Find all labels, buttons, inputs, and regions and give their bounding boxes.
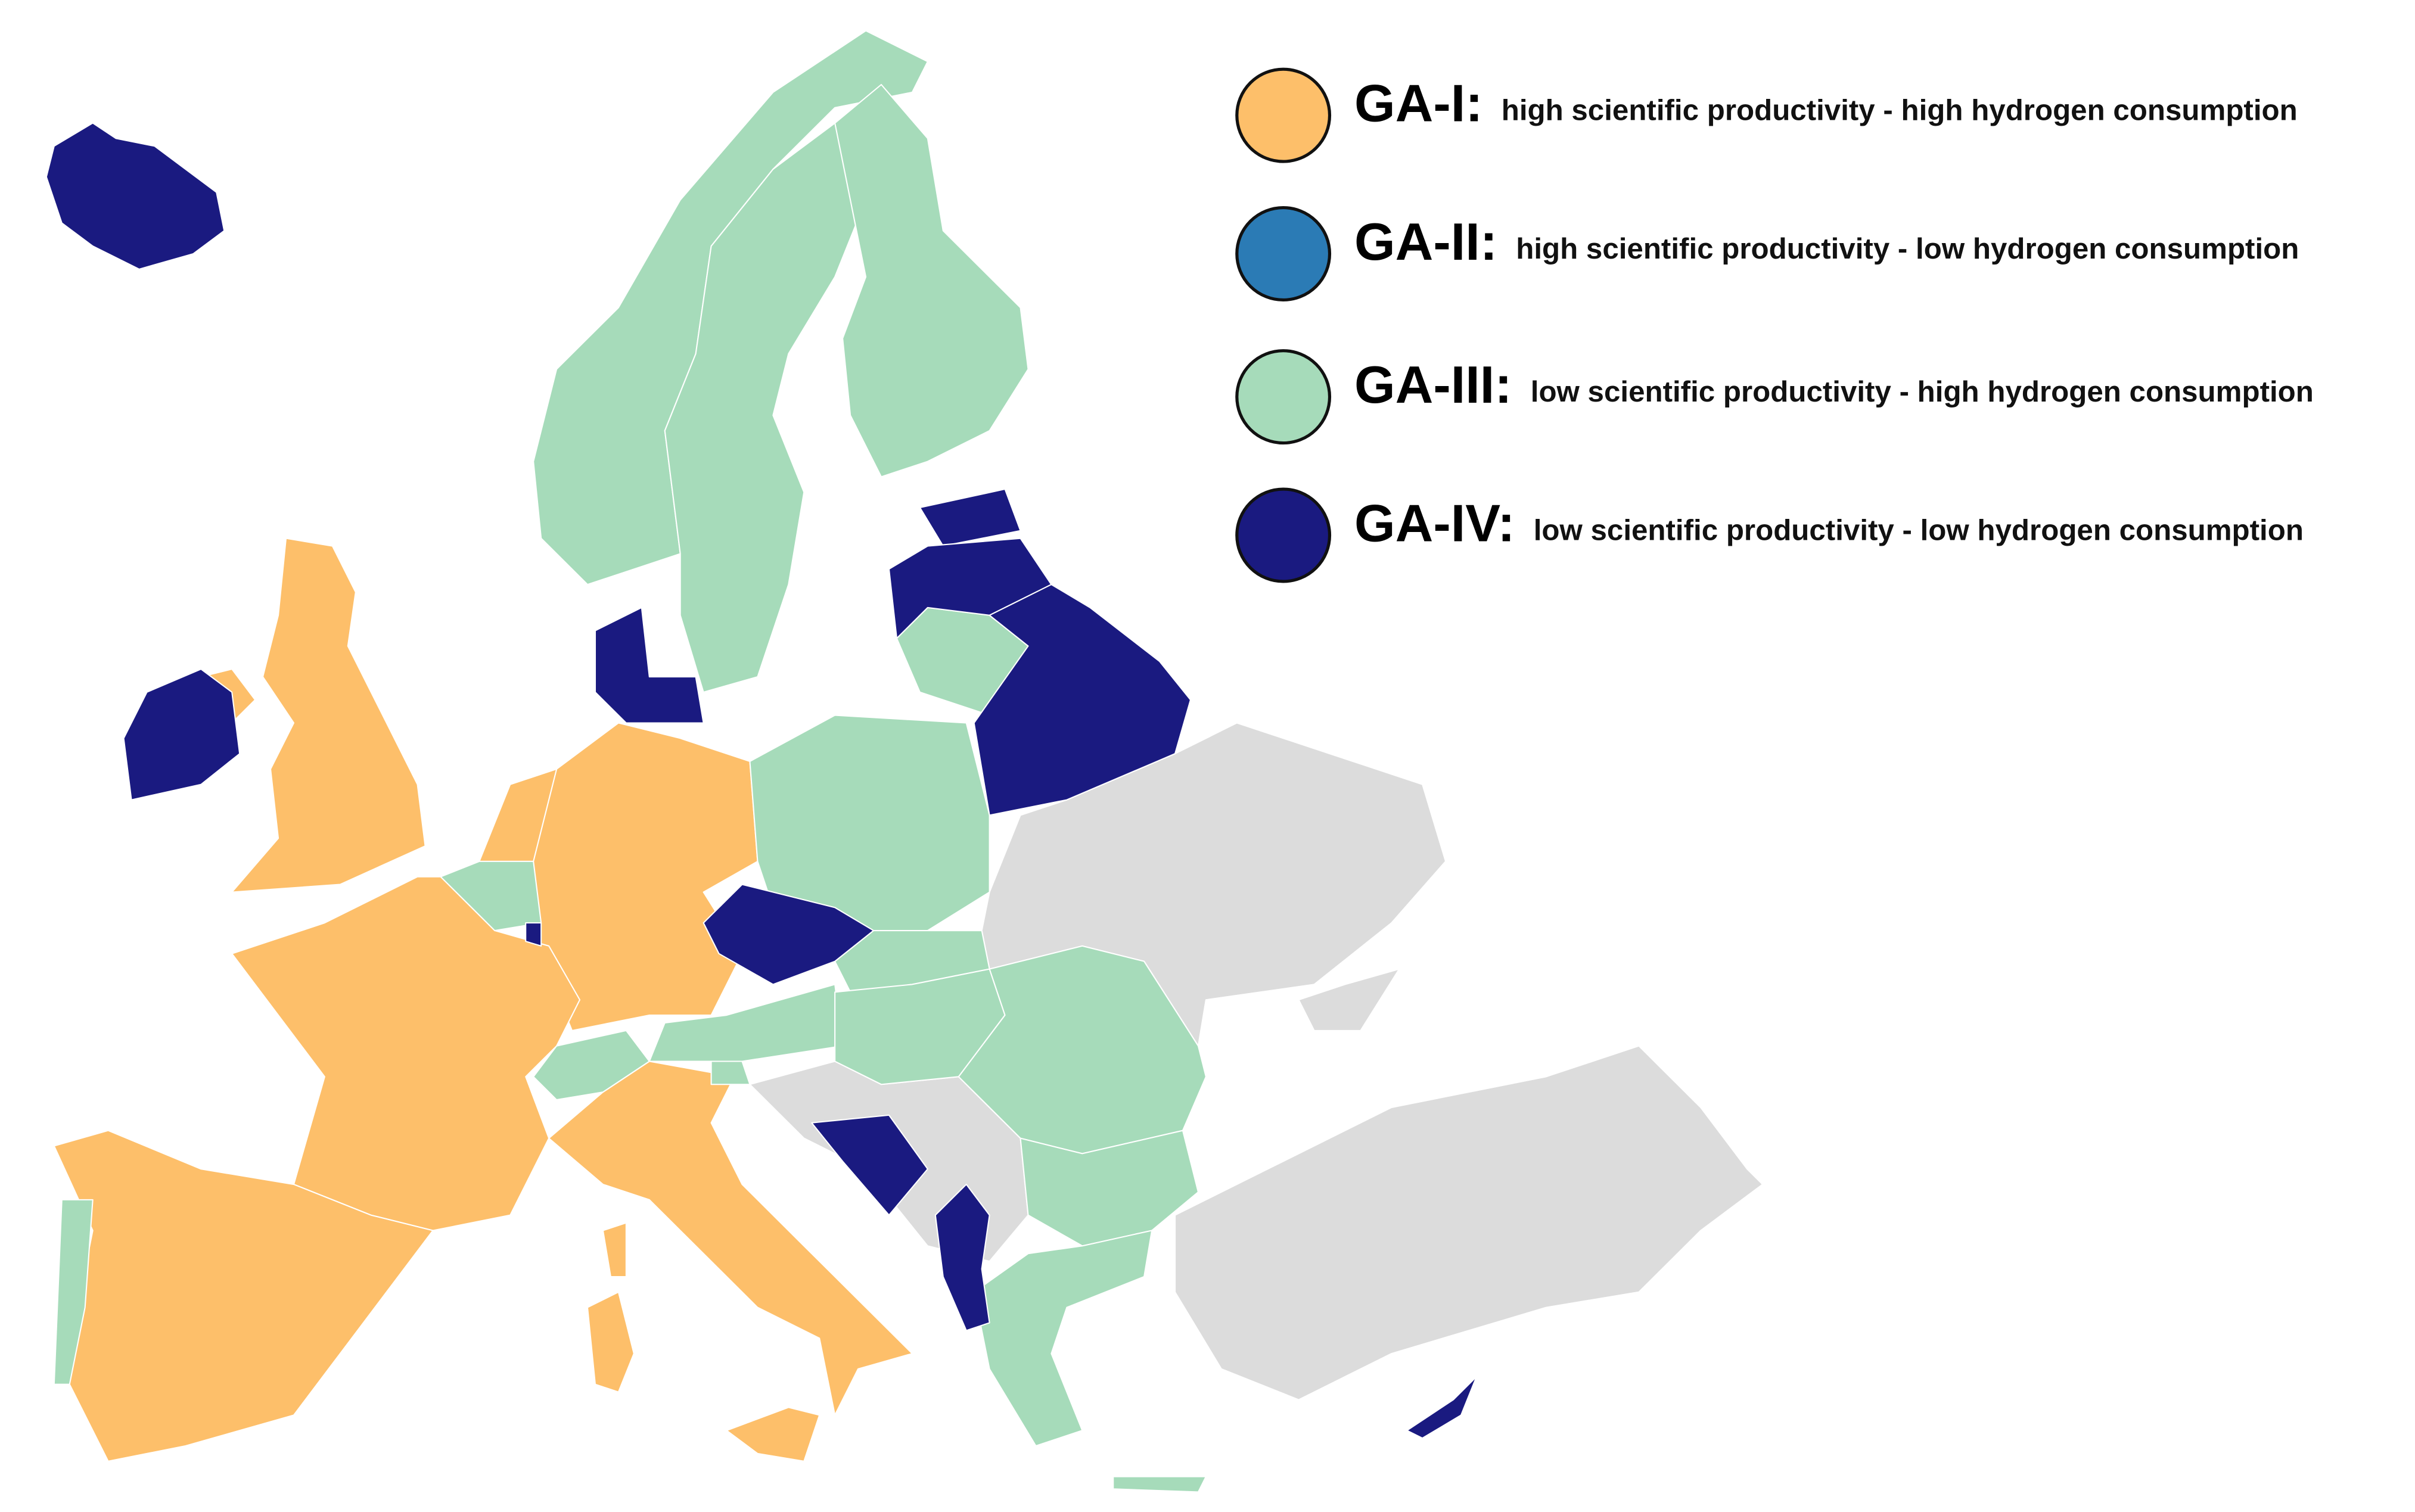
legend-label: GA-I: xyxy=(1354,74,1483,133)
country xyxy=(1020,1130,1199,1247)
country xyxy=(533,30,928,586)
legend-entry: GA-II: high scientific productivity - low… xyxy=(1354,212,2299,271)
legend-label: GA-II: xyxy=(1354,212,1497,271)
legend-description: low scientific productivity - low hydrog… xyxy=(1534,514,2304,546)
country xyxy=(811,1114,928,1216)
country xyxy=(973,1230,1153,1447)
country xyxy=(586,1291,635,1393)
country xyxy=(594,606,704,724)
legend-swatch xyxy=(1235,67,1332,163)
legend-swatch xyxy=(1235,349,1332,445)
country xyxy=(602,1222,627,1278)
legend-entry: GA-IV: low scientific productivity - low … xyxy=(1354,494,2304,553)
legend-entry: GA-I: high scientific productivity - high… xyxy=(1354,74,2298,133)
legend-label: GA-III: xyxy=(1354,356,1512,415)
legend-description: high scientific productivity - high hydr… xyxy=(1502,94,2298,127)
country xyxy=(1406,1376,1478,1439)
country xyxy=(440,860,542,932)
country xyxy=(53,1199,94,1385)
country xyxy=(749,714,990,939)
country xyxy=(231,537,426,893)
legend-label: GA-IV: xyxy=(1354,494,1515,553)
country xyxy=(548,1060,913,1416)
legend: GA-I: high scientific productivity - high… xyxy=(1235,67,2314,583)
country xyxy=(45,122,225,270)
country xyxy=(834,83,1029,478)
country xyxy=(703,883,875,985)
legend-swatch xyxy=(1235,206,1332,302)
legend-swatch xyxy=(1235,487,1332,583)
legend-description: low scientific productivity - high hydro… xyxy=(1531,375,2314,408)
legend-entry: GA-III: low scientific productivity - hig… xyxy=(1354,356,2314,415)
country xyxy=(973,584,1191,816)
country xyxy=(710,1060,751,1085)
country xyxy=(123,668,241,801)
country xyxy=(664,122,867,693)
country xyxy=(919,489,1021,547)
countries xyxy=(45,30,1764,1493)
country xyxy=(934,1184,990,1331)
country xyxy=(1298,968,1400,1031)
country xyxy=(1112,1476,1207,1493)
country xyxy=(726,1407,820,1462)
country xyxy=(1174,1045,1764,1401)
country xyxy=(525,922,542,947)
legend-description: high scientific productivity - low hydro… xyxy=(1516,232,2299,265)
